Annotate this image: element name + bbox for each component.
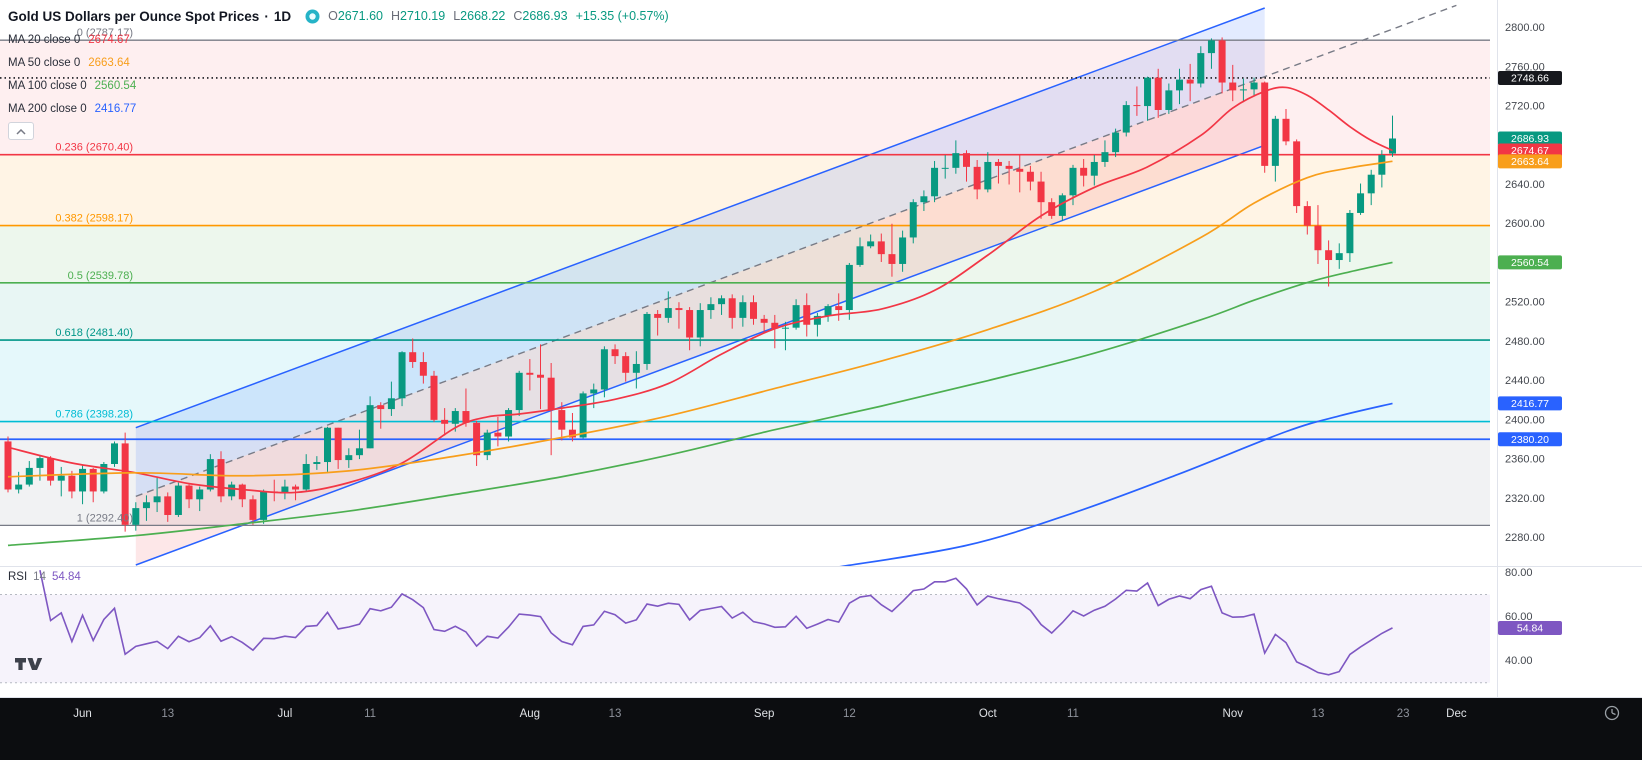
ma-lines[interactable] (7, 86, 1393, 567)
price-axis[interactable]: 2800.00 2760.00 2720.00 2640.00 2600.00 2520.… (1498, 22, 1562, 667)
instrument-logo-icon (305, 9, 320, 24)
price-badge (1498, 154, 1562, 169)
indicator-row-ma20[interactable]: MA 20 close 0 2674.67 (8, 33, 130, 46)
interval-label[interactable]: 1D (273, 8, 292, 24)
indicator-row-ma50[interactable]: MA 50 close 0 2663.64 (8, 56, 130, 69)
svg-text:2800.00: 2800.00 (1505, 22, 1545, 34)
svg-text:2400.00: 2400.00 (1505, 414, 1545, 426)
svg-text:80.00: 80.00 (1505, 567, 1533, 579)
svg-text:2663.64: 2663.64 (1511, 156, 1549, 168)
svg-text:2416.77: 2416.77 (1511, 398, 1549, 410)
rsi-value: 54.84 (51, 571, 81, 583)
fib-retracement[interactable] (0, 39, 1490, 527)
svg-text:13: 13 (161, 708, 174, 720)
price-badge (1498, 70, 1562, 85)
svg-text:Oct: Oct (979, 708, 998, 720)
price-badge (1498, 432, 1562, 447)
svg-text:2600.00: 2600.00 (1505, 218, 1545, 230)
svg-text:2674.67: 2674.67 (1511, 145, 1549, 157)
svg-text:0.618 (2481.40): 0.618 (2481.40) (55, 327, 133, 339)
svg-text:0.5 (2539.78): 0.5 (2539.78) (68, 270, 133, 282)
indicator-row-ma200[interactable]: MA 200 close 0 2416.77 (8, 102, 137, 115)
svg-text:2686.93: 2686.93 (1511, 133, 1549, 145)
svg-text:1 (2292.40): 1 (2292.40) (77, 512, 133, 524)
clock-icon[interactable] (1604, 705, 1620, 721)
svg-text:11: 11 (364, 708, 376, 720)
svg-text:11: 11 (1067, 708, 1079, 720)
svg-text:Jun: Jun (73, 708, 92, 720)
indicator-row-ma100[interactable]: MA 100 close 0 2560.54 (8, 79, 137, 92)
tradingview-logo-icon (15, 658, 43, 670)
horizontal-lines[interactable] (0, 77, 1490, 441)
pane-separators[interactable] (0, 0, 1642, 698)
time-axis[interactable]: Jun 13 Jul 11 Aug 13 Sep 12 Oct 11 Nov 13 23 Dec (0, 698, 1642, 760)
rsi-pane[interactable] (0, 570, 1490, 684)
svg-text:2320.00: 2320.00 (1505, 493, 1545, 505)
fib-bands (0, 40, 1490, 526)
rsi-line (39, 570, 1393, 676)
svg-text:2480.00: 2480.00 (1505, 336, 1545, 348)
collapse-indicators-button[interactable] (8, 122, 34, 140)
price-badge (1498, 143, 1562, 158)
svg-text:23: 23 (1397, 708, 1410, 720)
chart-title[interactable]: Gold US Dollars per Ounce Spot Prices (8, 8, 260, 24)
svg-text:13: 13 (1312, 708, 1325, 720)
price-badge (1498, 396, 1562, 411)
chevron-up-icon (16, 122, 26, 140)
price-pane[interactable]: 0 (2787.17) 0.236 (2670.40) 0.382 (2598.17… (0, 4, 1490, 567)
ma-line-MA20 (7, 86, 1393, 494)
title-separator: · (264, 8, 269, 24)
svg-text:2440.00: 2440.00 (1505, 375, 1545, 387)
ma-line-MA100 (7, 261, 1393, 547)
fib-labels: 0 (2787.17) 0.236 (2670.40) 0.382 (2598.17… (55, 27, 133, 524)
svg-text:13: 13 (609, 708, 622, 720)
svg-text:2720.00: 2720.00 (1505, 101, 1545, 113)
tradingview-logo[interactable] (14, 655, 44, 678)
ohlc-values: O 2671.60 H 2710.19 L 2668.22 C 2686.93 +15.… (328, 9, 669, 23)
svg-text:0.786 (2398.28): 0.786 (2398.28) (55, 409, 133, 421)
svg-text:2748.66: 2748.66 (1511, 72, 1549, 84)
change-value: +15.35 (+0.57%) (575, 9, 669, 23)
svg-text:2640.00: 2640.00 (1505, 179, 1545, 191)
svg-text:2520.00: 2520.00 (1505, 297, 1545, 309)
svg-text:0.382 (2598.17): 0.382 (2598.17) (55, 213, 133, 225)
ma-line-MA50 (7, 160, 1393, 478)
svg-text:12: 12 (843, 708, 856, 720)
svg-text:0.236 (2670.40): 0.236 (2670.40) (55, 142, 133, 154)
svg-text:60.00: 60.00 (1505, 611, 1533, 623)
legend: Gold US Dollars per Ounce Spot Prices · … (8, 4, 669, 120)
svg-text:Aug: Aug (520, 708, 540, 720)
svg-text:2280.00: 2280.00 (1505, 532, 1545, 544)
candles-series[interactable] (4, 37, 1397, 532)
svg-text:2380.20: 2380.20 (1511, 434, 1549, 446)
svg-text:2560.54: 2560.54 (1511, 257, 1549, 269)
svg-text:Sep: Sep (754, 708, 774, 720)
svg-text:54.84: 54.84 (1517, 622, 1543, 634)
svg-text:Dec: Dec (1446, 708, 1467, 720)
rsi-legend[interactable]: RSI 14 54.84 (8, 571, 81, 583)
price-badge (1498, 131, 1562, 146)
rsi-badge (1498, 620, 1562, 635)
svg-text:Nov: Nov (1223, 708, 1244, 720)
svg-text:2760.00: 2760.00 (1505, 61, 1545, 73)
price-badge (1498, 255, 1562, 270)
svg-text:40.00: 40.00 (1505, 655, 1533, 667)
svg-text:Jul: Jul (278, 708, 293, 720)
ma-line-MA200 (839, 402, 1393, 566)
svg-text:0 (2787.17): 0 (2787.17) (77, 27, 133, 39)
svg-text:2360.00: 2360.00 (1505, 454, 1545, 466)
